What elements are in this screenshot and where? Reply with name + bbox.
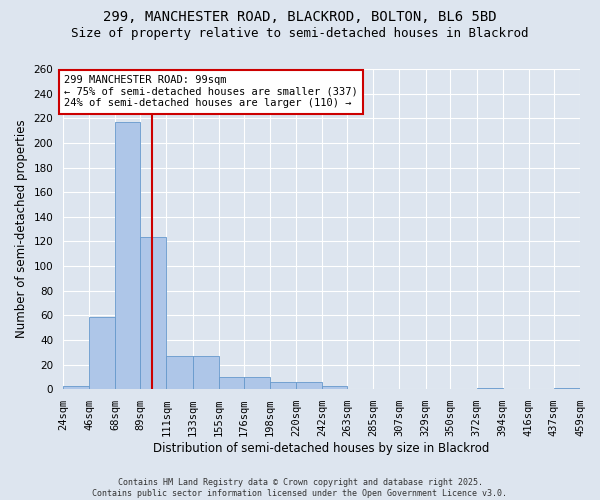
Text: Contains HM Land Registry data © Crown copyright and database right 2025.
Contai: Contains HM Land Registry data © Crown c… (92, 478, 508, 498)
Text: 299 MANCHESTER ROAD: 99sqm
← 75% of semi-detached houses are smaller (337)
24% o: 299 MANCHESTER ROAD: 99sqm ← 75% of semi… (64, 75, 358, 108)
Bar (244, 377, 270, 389)
Bar (476, 388, 503, 389)
Bar (322, 386, 347, 389)
Text: 299, MANCHESTER ROAD, BLACKROD, BOLTON, BL6 5BD: 299, MANCHESTER ROAD, BLACKROD, BOLTON, … (103, 10, 497, 24)
Bar (166, 356, 193, 389)
Bar (554, 388, 580, 389)
X-axis label: Distribution of semi-detached houses by size in Blackrod: Distribution of semi-detached houses by … (154, 442, 490, 455)
Bar (270, 382, 296, 389)
Bar (219, 377, 244, 389)
Bar (63, 386, 89, 389)
Bar (115, 122, 140, 389)
Y-axis label: Number of semi-detached properties: Number of semi-detached properties (15, 120, 28, 338)
Text: Size of property relative to semi-detached houses in Blackrod: Size of property relative to semi-detach… (71, 28, 529, 40)
Bar (140, 236, 166, 389)
Bar (296, 382, 322, 389)
Bar (193, 356, 219, 389)
Bar (89, 316, 115, 389)
